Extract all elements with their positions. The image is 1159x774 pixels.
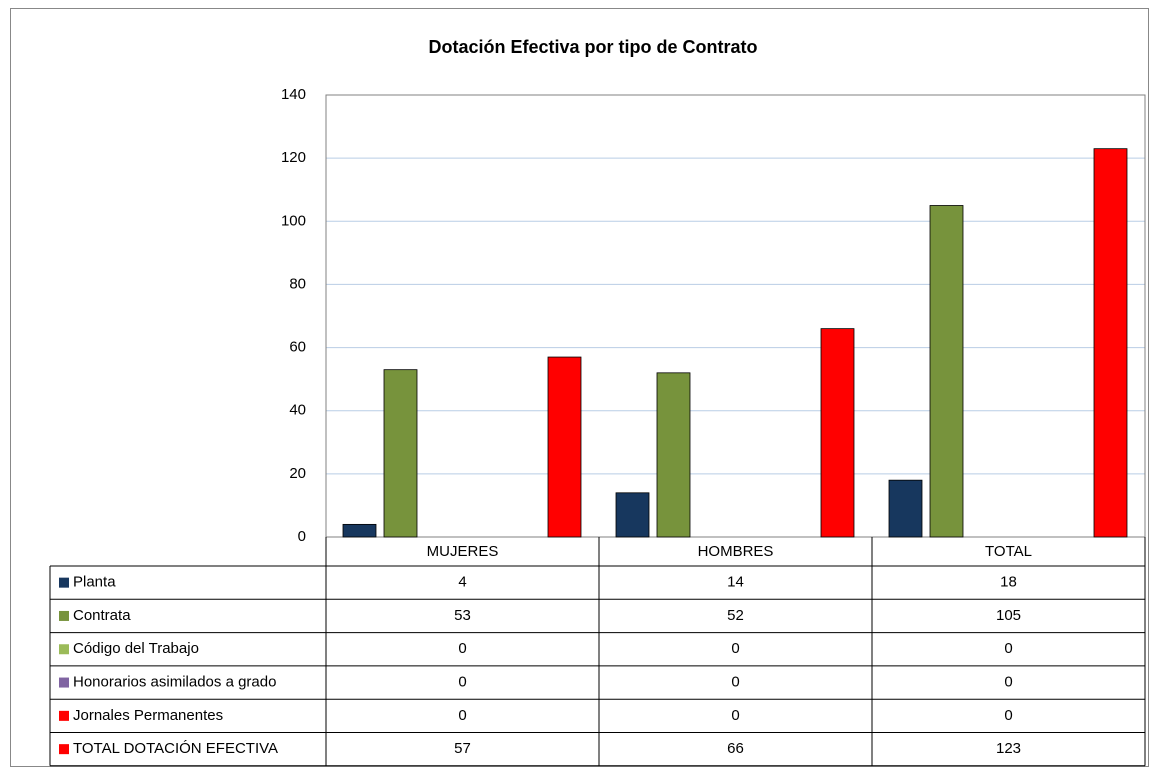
y-tick-label: 40 bbox=[289, 402, 306, 419]
table-value: 0 bbox=[731, 674, 739, 691]
bar bbox=[929, 205, 964, 538]
legend-label: TOTAL DOTACIÓN EFECTIVA bbox=[73, 740, 278, 757]
table-value: 52 bbox=[727, 607, 744, 624]
legend-swatch bbox=[59, 744, 69, 755]
bar bbox=[820, 328, 855, 538]
bar bbox=[342, 523, 377, 538]
y-tick-label: 140 bbox=[281, 86, 306, 103]
y-tick-label: 80 bbox=[289, 275, 306, 292]
legend-label: Honorarios asimilados a grado bbox=[73, 674, 276, 691]
table-value: 57 bbox=[454, 740, 471, 757]
table-value: 0 bbox=[458, 640, 466, 657]
x-tick-label: HOMBRES bbox=[698, 543, 774, 560]
y-tick-label: 0 bbox=[298, 528, 306, 545]
table-value: 14 bbox=[727, 574, 744, 591]
x-tick-label: MUJERES bbox=[427, 543, 499, 560]
legend-swatch bbox=[59, 577, 69, 588]
legend-label: Código del Trabajo bbox=[73, 640, 199, 657]
table-value: 0 bbox=[1004, 674, 1012, 691]
legend-label: Planta bbox=[73, 574, 116, 591]
y-tick-label: 60 bbox=[289, 339, 306, 356]
table-value: 0 bbox=[731, 640, 739, 657]
table-value: 0 bbox=[1004, 707, 1012, 724]
table-value: 123 bbox=[996, 740, 1021, 757]
table-value: 0 bbox=[1004, 640, 1012, 657]
table-value: 18 bbox=[1000, 574, 1017, 591]
legend-swatch bbox=[59, 677, 69, 688]
bar bbox=[888, 479, 923, 538]
bar bbox=[615, 492, 650, 538]
legend-swatch bbox=[59, 610, 69, 621]
x-tick-label: TOTAL bbox=[985, 543, 1032, 560]
table-value: 105 bbox=[996, 607, 1021, 624]
legend-swatch bbox=[59, 644, 69, 655]
y-tick-label: 120 bbox=[281, 149, 306, 166]
table-value: 0 bbox=[458, 707, 466, 724]
table-value: 66 bbox=[727, 740, 744, 757]
chart-title: Dotación Efectiva por tipo de Contrato bbox=[428, 37, 757, 57]
table-value: 53 bbox=[454, 607, 471, 624]
y-tick-label: 100 bbox=[281, 212, 306, 229]
table-value: 4 bbox=[458, 574, 466, 591]
bar bbox=[383, 369, 418, 538]
bar bbox=[547, 356, 582, 538]
plot-border bbox=[325, 94, 1146, 538]
y-tick-label: 20 bbox=[289, 465, 306, 482]
table-value: 0 bbox=[731, 707, 739, 724]
legend-label: Jornales Permanentes bbox=[73, 707, 223, 724]
legend-label: Contrata bbox=[73, 607, 131, 624]
legend-swatch bbox=[59, 710, 69, 721]
bar bbox=[1093, 148, 1128, 538]
table-value: 0 bbox=[458, 674, 466, 691]
bar bbox=[656, 372, 691, 538]
